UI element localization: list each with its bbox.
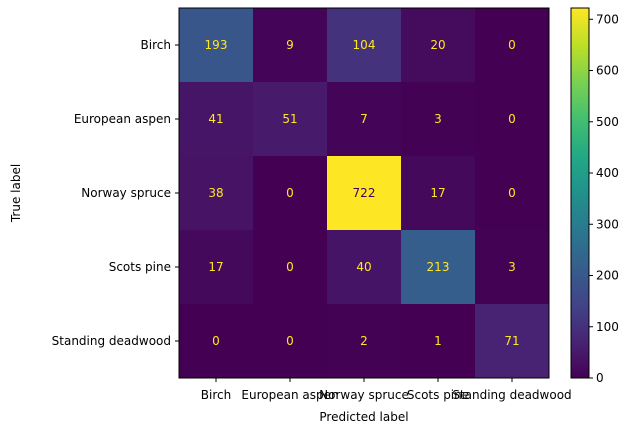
cell-value-label: 17 <box>430 186 445 200</box>
heatmap-cell <box>327 230 401 304</box>
heatmap-cell <box>475 304 549 378</box>
cell-value-label: 193 <box>205 38 228 52</box>
heatmap-cell <box>401 82 475 156</box>
heatmap-cell <box>179 8 253 82</box>
cell-value-label: 0 <box>212 334 220 348</box>
cell-value-label: 17 <box>208 260 223 274</box>
heatmap-cell <box>475 82 549 156</box>
cell-value-label: 71 <box>504 334 519 348</box>
cell-value-label: 1 <box>434 334 442 348</box>
heatmap-cell <box>327 82 401 156</box>
y-tick-label: Scots pine <box>109 260 171 274</box>
cell-value-label: 20 <box>430 38 445 52</box>
cell-value-label: 0 <box>508 112 516 126</box>
heatmap-cell <box>401 156 475 230</box>
colorbar-tick-label: 500 <box>596 115 619 129</box>
cell-value-label: 51 <box>282 112 297 126</box>
cell-value-label: 0 <box>508 38 516 52</box>
cell-value-label: 9 <box>286 38 294 52</box>
x-tick-label: Norway spruce <box>319 388 409 402</box>
x-tick-label: Standing deadwood <box>452 388 571 402</box>
cell-value-labels: 193 9 104 20 0 41 51 7 3 0 38 0 722 17 0 17 0 40 213 3 0 0 2 1 7… <box>205 38 520 348</box>
cell-value-label: 3 <box>434 112 442 126</box>
cell-value-label: 0 <box>508 186 516 200</box>
heatmap-cell <box>179 82 253 156</box>
colorbar-tick-label: 700 <box>596 12 619 26</box>
heatmap-cell <box>475 8 549 82</box>
heatmap-cell <box>253 230 327 304</box>
colorbar-tick-label: 100 <box>596 320 619 334</box>
x-axis-label: Predicted label <box>319 410 408 424</box>
colorbar-tick-label: 600 <box>596 64 619 78</box>
heatmap-cell <box>253 156 327 230</box>
y-axis-ticks: Birch European aspen Norway spruce Scots pi… <box>52 38 179 348</box>
colorbar <box>570 7 590 379</box>
colorbar-tick-label: 0 <box>596 371 604 385</box>
cell-value-label: 38 <box>208 186 223 200</box>
heatmap-cell <box>401 230 475 304</box>
heatmap-cell <box>253 304 327 378</box>
heatmap-cell <box>327 8 401 82</box>
cell-value-label: 3 <box>508 260 516 274</box>
cell-value-label: 0 <box>286 334 294 348</box>
y-axis-label: True label <box>9 164 23 223</box>
cell-value-label: 0 <box>286 186 294 200</box>
colorbar-tick-label: 300 <box>596 217 619 231</box>
colorbar-tick-label: 200 <box>596 269 619 283</box>
x-tick-label: Scots pine <box>407 388 469 402</box>
cell-value-label: 722 <box>353 186 376 200</box>
cell-value-label: 0 <box>286 260 294 274</box>
heatmap-cell <box>179 156 253 230</box>
x-tick-label: European aspen <box>241 388 338 402</box>
heatmap-cell <box>327 156 401 230</box>
heatmap-cell <box>179 304 253 378</box>
cell-value-label: 40 <box>356 260 371 274</box>
heatmap-cell <box>475 156 549 230</box>
y-tick-label: Birch <box>141 38 171 52</box>
y-tick-label: European aspen <box>74 112 171 126</box>
heatmap-cell <box>401 8 475 82</box>
heatmap-cells <box>179 8 549 378</box>
heatmap-cell <box>179 230 253 304</box>
cell-value-label: 2 <box>360 334 368 348</box>
cell-value-label: 41 <box>208 112 223 126</box>
colorbar-tick-label: 400 <box>596 166 619 180</box>
heatmap-cell <box>475 230 549 304</box>
heatmap-cell <box>253 82 327 156</box>
y-tick-label: Standing deadwood <box>52 334 171 348</box>
colorbar-ticks: 0 100 200 300 400 500 600 700 <box>589 12 619 385</box>
x-tick-label: Birch <box>201 388 231 402</box>
heatmap-cell <box>327 304 401 378</box>
heatmap-cell <box>401 304 475 378</box>
cell-value-label: 213 <box>427 260 450 274</box>
heatmap-cell <box>253 8 327 82</box>
cell-value-label: 104 <box>353 38 376 52</box>
cell-value-label: 7 <box>360 112 368 126</box>
y-tick-label: Norway spruce <box>81 186 171 200</box>
